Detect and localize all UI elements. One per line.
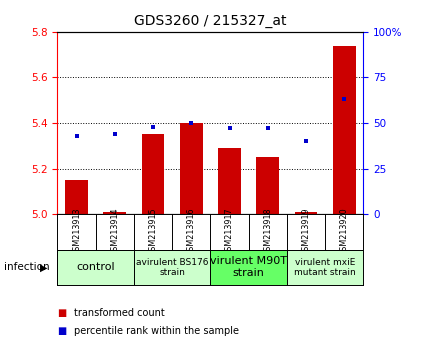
Point — [188, 120, 195, 126]
Point — [264, 126, 271, 131]
Text: virulent mxiE
mutant strain: virulent mxiE mutant strain — [294, 258, 356, 277]
Bar — [57, 250, 134, 285]
Title: GDS3260 / 215327_at: GDS3260 / 215327_at — [134, 14, 286, 28]
Text: GSM213919: GSM213919 — [301, 207, 311, 256]
Bar — [287, 250, 363, 285]
Text: infection: infection — [4, 262, 50, 272]
Text: GSM213916: GSM213916 — [187, 207, 196, 256]
Text: GSM213918: GSM213918 — [263, 207, 272, 256]
Text: GSM213917: GSM213917 — [225, 207, 234, 256]
Text: GSM213914: GSM213914 — [110, 207, 119, 256]
Bar — [210, 250, 287, 285]
Point — [150, 124, 156, 130]
Text: transformed count: transformed count — [74, 308, 165, 318]
Bar — [65, 180, 88, 214]
Text: percentile rank within the sample: percentile rank within the sample — [74, 326, 239, 336]
Point — [341, 97, 348, 102]
Text: avirulent BS176
strain: avirulent BS176 strain — [136, 258, 208, 277]
Bar — [333, 46, 356, 214]
Point — [111, 131, 118, 137]
Text: virulent M90T
strain: virulent M90T strain — [210, 256, 287, 278]
Bar — [134, 250, 210, 285]
Text: GSM213913: GSM213913 — [72, 207, 81, 256]
Point — [303, 138, 309, 144]
Text: GSM213920: GSM213920 — [340, 207, 349, 256]
Text: control: control — [76, 262, 115, 272]
Bar — [218, 148, 241, 214]
Text: ■: ■ — [57, 308, 67, 318]
Text: GSM213915: GSM213915 — [148, 207, 158, 256]
Point — [226, 126, 233, 131]
Text: ▶: ▶ — [40, 262, 48, 272]
Point — [73, 133, 80, 139]
Bar — [142, 135, 164, 214]
Bar — [295, 212, 317, 214]
Bar — [256, 157, 279, 214]
Bar — [180, 123, 203, 214]
Bar — [103, 212, 126, 214]
Text: ■: ■ — [57, 326, 67, 336]
